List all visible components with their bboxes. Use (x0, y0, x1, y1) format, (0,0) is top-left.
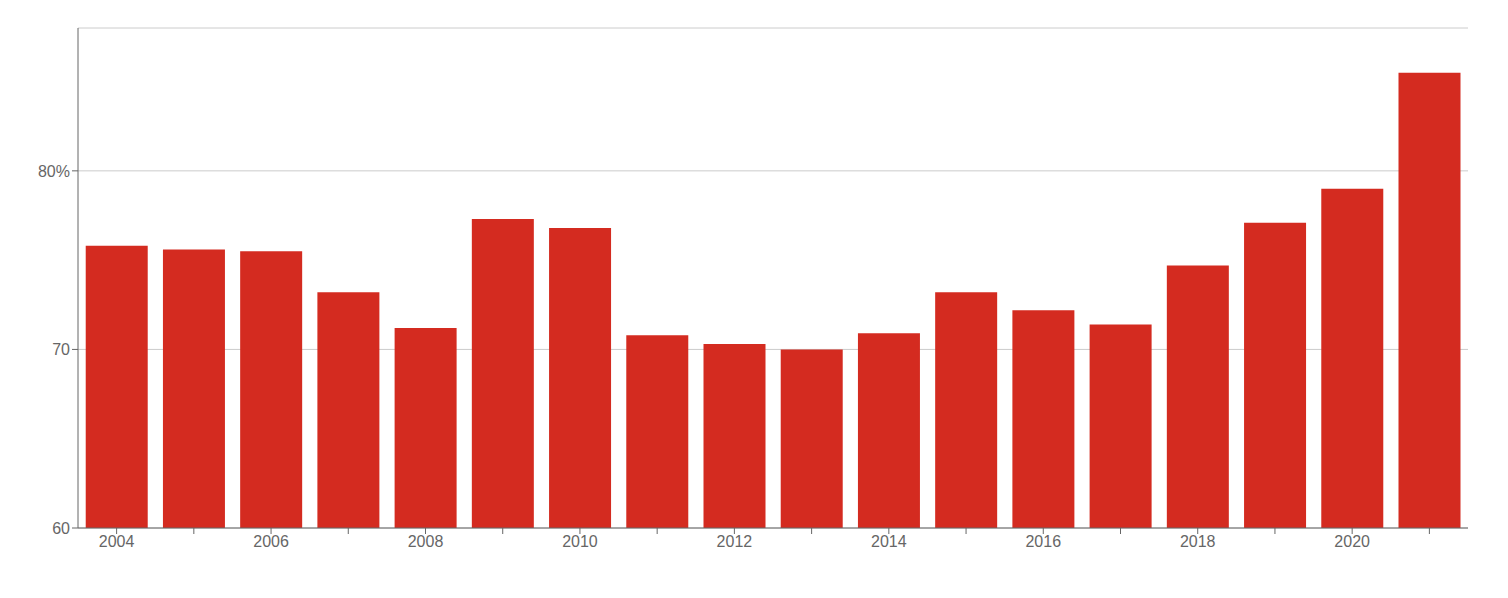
svg-text:2008: 2008 (408, 533, 444, 550)
svg-text:2020: 2020 (1334, 533, 1370, 550)
svg-text:2016: 2016 (1025, 533, 1061, 550)
svg-text:70: 70 (52, 341, 70, 358)
svg-text:2006: 2006 (253, 533, 289, 550)
svg-text:2010: 2010 (562, 533, 598, 550)
svg-text:2014: 2014 (871, 533, 907, 550)
svg-text:2012: 2012 (717, 533, 753, 550)
svg-text:2004: 2004 (99, 533, 135, 550)
svg-text:60: 60 (52, 520, 70, 537)
svg-text:80%: 80% (38, 163, 70, 180)
svg-text:2018: 2018 (1180, 533, 1216, 550)
